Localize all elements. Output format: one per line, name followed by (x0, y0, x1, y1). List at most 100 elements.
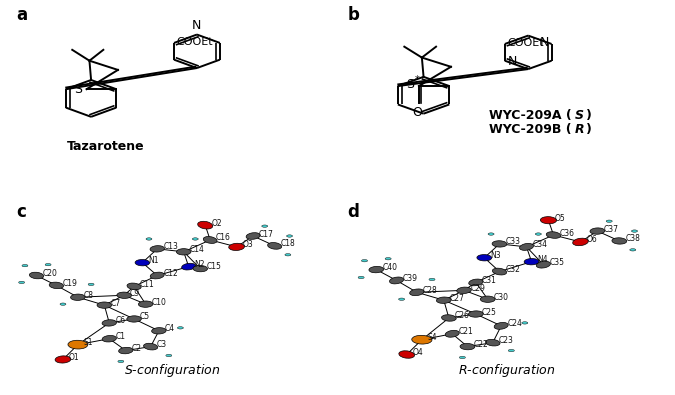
Text: O4: O4 (412, 348, 423, 357)
Ellipse shape (399, 351, 414, 358)
Text: WYC-209B (: WYC-209B ( (489, 123, 572, 136)
Ellipse shape (97, 302, 111, 308)
Text: C5: C5 (140, 312, 150, 322)
Text: b: b (348, 6, 360, 24)
Text: C9: C9 (130, 289, 140, 298)
Text: C19: C19 (62, 279, 77, 288)
Ellipse shape (176, 248, 191, 255)
Ellipse shape (143, 343, 158, 350)
Text: S4: S4 (428, 333, 437, 342)
Ellipse shape (488, 233, 494, 235)
Text: N3: N3 (490, 251, 501, 260)
Ellipse shape (536, 261, 551, 268)
Text: N: N (539, 36, 549, 49)
Ellipse shape (118, 360, 124, 363)
Text: C11: C11 (140, 280, 155, 289)
Text: C1: C1 (115, 332, 126, 341)
Ellipse shape (481, 296, 495, 303)
Text: C33: C33 (506, 237, 520, 246)
Text: O: O (412, 106, 422, 119)
Ellipse shape (262, 225, 268, 227)
Text: C14: C14 (190, 245, 205, 254)
Ellipse shape (127, 316, 141, 322)
Text: O1: O1 (69, 353, 80, 362)
Text: C31: C31 (482, 276, 497, 285)
Ellipse shape (573, 238, 588, 246)
Ellipse shape (494, 323, 508, 329)
Ellipse shape (182, 263, 196, 270)
Ellipse shape (457, 287, 471, 294)
Text: COOEt: COOEt (177, 37, 213, 47)
Ellipse shape (71, 294, 85, 301)
Text: C13: C13 (163, 243, 178, 251)
Text: COOEt: COOEt (508, 38, 544, 48)
Ellipse shape (88, 283, 94, 286)
Text: $\mathit{S}$-configuration: $\mathit{S}$-configuration (124, 362, 220, 379)
Ellipse shape (146, 238, 152, 240)
Text: N: N (508, 55, 517, 68)
Text: a: a (17, 6, 28, 24)
Ellipse shape (519, 244, 534, 250)
Ellipse shape (524, 258, 539, 265)
Ellipse shape (508, 349, 514, 352)
Text: d: d (348, 203, 360, 222)
Ellipse shape (459, 356, 466, 359)
Ellipse shape (445, 331, 460, 337)
Text: C38: C38 (625, 235, 641, 243)
Ellipse shape (68, 340, 87, 350)
Ellipse shape (22, 265, 28, 267)
Text: $\mathit{R}$-configuration: $\mathit{R}$-configuration (458, 362, 555, 379)
Text: C12: C12 (163, 269, 178, 278)
Text: S1: S1 (84, 338, 93, 347)
Ellipse shape (630, 249, 636, 251)
Text: O6: O6 (587, 235, 597, 245)
Ellipse shape (546, 232, 561, 238)
Ellipse shape (229, 243, 244, 250)
Ellipse shape (192, 238, 198, 240)
Ellipse shape (150, 272, 165, 279)
Text: N: N (192, 19, 202, 32)
Ellipse shape (135, 260, 150, 266)
Ellipse shape (102, 335, 117, 342)
Ellipse shape (150, 246, 164, 252)
Text: WYC-209A (: WYC-209A ( (489, 109, 572, 122)
Ellipse shape (492, 241, 507, 247)
Text: C25: C25 (482, 308, 497, 316)
Ellipse shape (631, 230, 637, 232)
Text: S: S (74, 83, 82, 96)
Text: S: S (406, 78, 414, 91)
Text: C4: C4 (165, 324, 175, 333)
Text: C29: C29 (470, 284, 485, 293)
Ellipse shape (138, 301, 153, 307)
Text: O2: O2 (211, 219, 222, 228)
Text: N2: N2 (194, 260, 205, 269)
Text: C35: C35 (549, 258, 564, 267)
Ellipse shape (197, 222, 213, 229)
Ellipse shape (55, 356, 71, 363)
Text: C24: C24 (508, 320, 522, 328)
Ellipse shape (166, 354, 172, 357)
Text: C32: C32 (506, 265, 520, 274)
Ellipse shape (369, 266, 383, 273)
Text: C18: C18 (281, 239, 296, 248)
Ellipse shape (612, 238, 626, 244)
Text: C36: C36 (560, 229, 574, 237)
Ellipse shape (193, 265, 207, 272)
Ellipse shape (49, 282, 63, 289)
Ellipse shape (203, 237, 217, 243)
Text: R: R (574, 123, 584, 136)
Text: C15: C15 (206, 262, 221, 271)
Ellipse shape (437, 297, 451, 304)
Ellipse shape (60, 303, 66, 305)
Ellipse shape (441, 315, 456, 321)
Text: N4: N4 (537, 255, 548, 264)
Text: C2: C2 (132, 344, 142, 353)
Ellipse shape (477, 254, 491, 261)
Ellipse shape (522, 322, 528, 324)
Text: C34: C34 (533, 241, 547, 249)
Ellipse shape (429, 278, 435, 281)
Ellipse shape (485, 339, 500, 346)
Ellipse shape (492, 268, 507, 275)
Ellipse shape (398, 298, 405, 300)
Text: C17: C17 (259, 229, 274, 239)
